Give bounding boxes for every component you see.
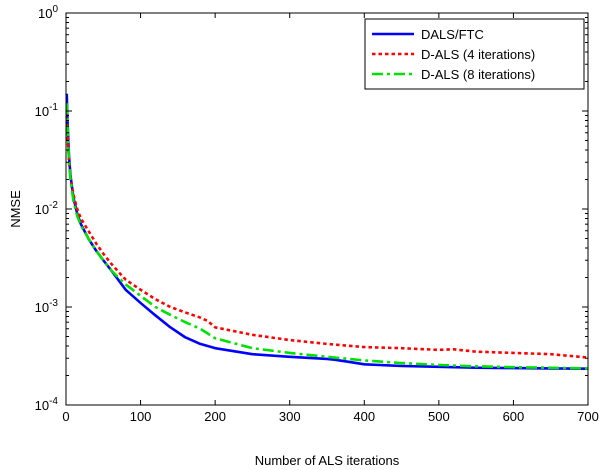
y-tick-label: 10-4	[35, 396, 59, 413]
y-tick-label: 10-3	[35, 298, 59, 315]
y-axis-title: NMSE	[8, 190, 23, 228]
legend: DALS/FTC D-ALS (4 iterations) D-ALS (8 ite…	[364, 18, 585, 90]
y-tick-label: 100	[38, 4, 58, 21]
x-tick-label: 300	[279, 409, 301, 424]
x-tick-label: 100	[130, 409, 152, 424]
x-axis-title: Number of ALS iterations	[255, 453, 400, 468]
y-tick-label: 10-2	[35, 200, 59, 217]
x-tick-label: 0	[62, 409, 69, 424]
tick-layer: 0 100 200 300 400 500 600 700 10-4 10-3 10-2 10-1 10…	[35, 4, 599, 424]
y-tick-label: 10-1	[35, 102, 59, 119]
x-tick-label: 700	[577, 409, 599, 424]
series-line-3	[65, 103, 589, 370]
x-tick-label: 600	[503, 409, 525, 424]
legend-label-3: D-ALS (8 iterations)	[421, 67, 535, 82]
x-tick-label: 400	[353, 409, 375, 424]
x-tick-label: 200	[204, 409, 226, 424]
series-line-2	[65, 110, 589, 359]
legend-label-2: D-ALS (4 iterations)	[421, 47, 535, 62]
legend-label-1: DALS/FTC	[421, 27, 484, 42]
x-tick-label: 500	[428, 409, 450, 424]
series-layer	[65, 93, 589, 370]
